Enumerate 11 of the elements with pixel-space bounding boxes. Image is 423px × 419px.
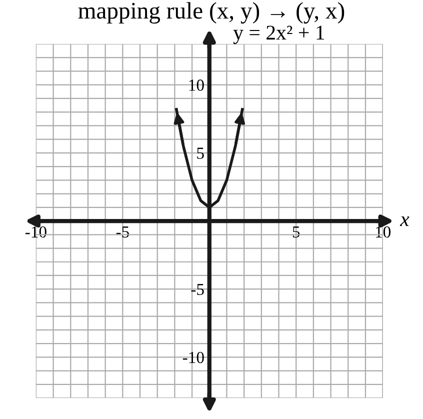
x-axis-title: x bbox=[400, 216, 410, 226]
x-tick-label: 5 bbox=[292, 226, 300, 238]
x-tick-label: -10 bbox=[25, 226, 46, 238]
y-tick-label: -10 bbox=[182, 352, 204, 364]
x-tick-label: -5 bbox=[116, 226, 129, 238]
text: y = 2x² + 1 bbox=[233, 26, 324, 44]
y-tick-label: -5 bbox=[191, 284, 204, 296]
chart-title: mapping rule (x, y) → (y, x) bbox=[78, 2, 344, 24]
x-tick-label: 10 bbox=[376, 226, 391, 238]
y-tick-label: 5 bbox=[197, 148, 204, 159]
y-tick-label: 10 bbox=[189, 80, 204, 91]
